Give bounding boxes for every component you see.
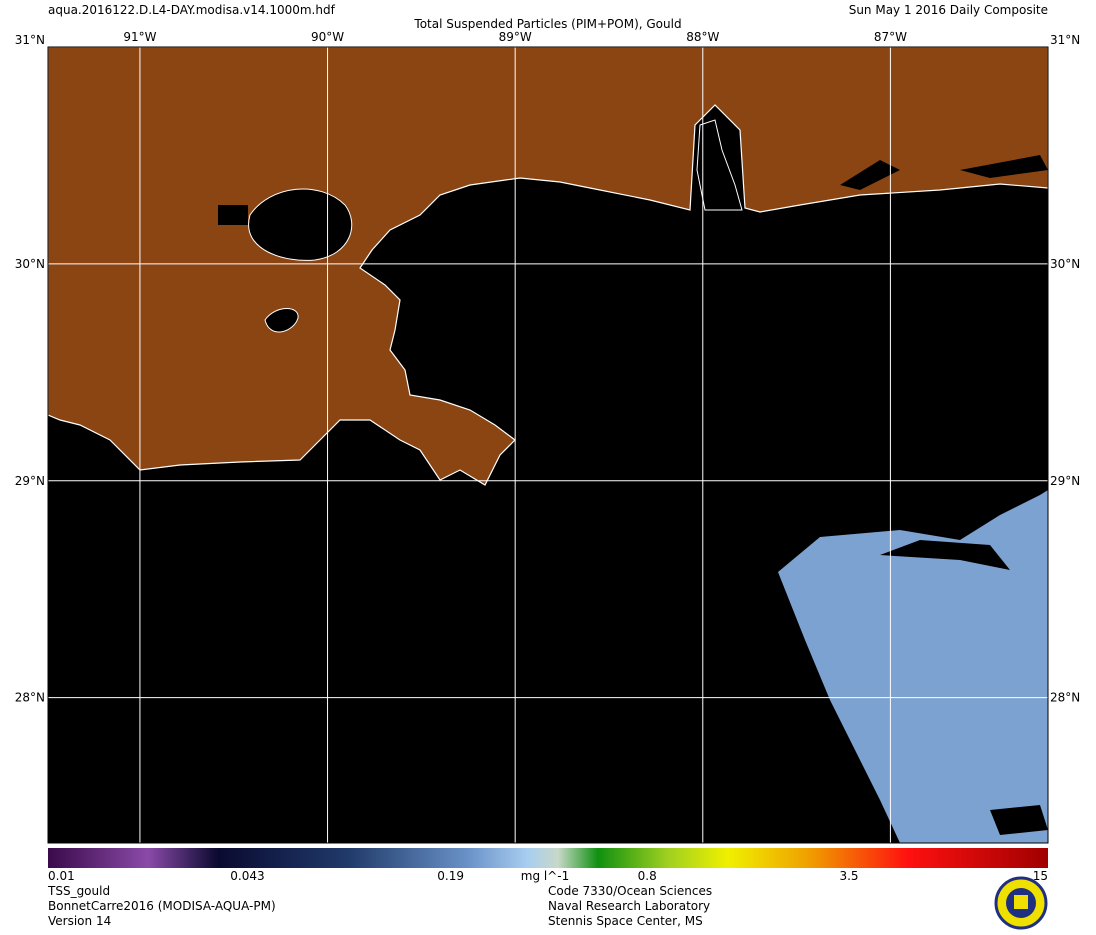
lat-label: 28°N: [15, 691, 45, 705]
lon-label: 90°W: [311, 30, 344, 44]
file-name: aqua.2016122.D.L4-DAY.modisa.v14.1000m.h…: [48, 3, 336, 17]
footer-center: Code 7330/Ocean Sciences: [548, 884, 712, 898]
lat-label: 29°N: [1050, 474, 1080, 488]
map-frame: [47, 46, 1049, 844]
lake: [264, 308, 299, 333]
lon-label: 88°W: [686, 30, 719, 44]
colorbar-unit: mg l^-1: [521, 869, 569, 883]
land: [48, 47, 1048, 486]
colorbar-tick-label: 0.8: [638, 869, 657, 883]
footer-left: Version 14: [48, 914, 111, 928]
lat-label: 29°N: [15, 474, 45, 488]
footer-center: Stennis Space Center, MS: [548, 914, 703, 928]
colorbar-tick-label: 15: [1033, 869, 1048, 883]
lon-label: 91°W: [123, 30, 156, 44]
colorbar-tick-label: 0.01: [48, 869, 75, 883]
lake: [218, 205, 248, 225]
colorbar-tick-label: 0.19: [437, 869, 464, 883]
lat-label: 31°N: [15, 33, 45, 47]
colorbar: [48, 848, 1048, 868]
graticule: [48, 47, 1048, 843]
lat-label: 30°N: [15, 257, 45, 271]
lon-label: 87°W: [874, 30, 907, 44]
footer-left: BonnetCarre2016 (MODISA-AQUA-PM): [48, 899, 276, 913]
bay: [696, 119, 743, 211]
title: Total Suspended Particles (PIM+POM), Gou…: [413, 17, 681, 31]
colorbar-tick-label: 0.043: [230, 869, 264, 883]
lat-label: 31°N: [1050, 33, 1080, 47]
map: [48, 47, 1048, 843]
lat-label: 30°N: [1050, 257, 1080, 271]
date: Sun May 1 2016 Daily Composite: [849, 3, 1048, 17]
lon-label: 89°W: [499, 30, 532, 44]
lake: [248, 188, 353, 261]
lat-label: 28°N: [1050, 691, 1080, 705]
footer-left: TSS_gould: [47, 884, 110, 898]
footer-center: Naval Research Laboratory: [548, 899, 710, 913]
colorbar-tick-label: 3.5: [839, 869, 858, 883]
nrl-logo: [994, 876, 1048, 930]
tss-patch: [778, 490, 1048, 843]
sound: [840, 155, 1048, 190]
